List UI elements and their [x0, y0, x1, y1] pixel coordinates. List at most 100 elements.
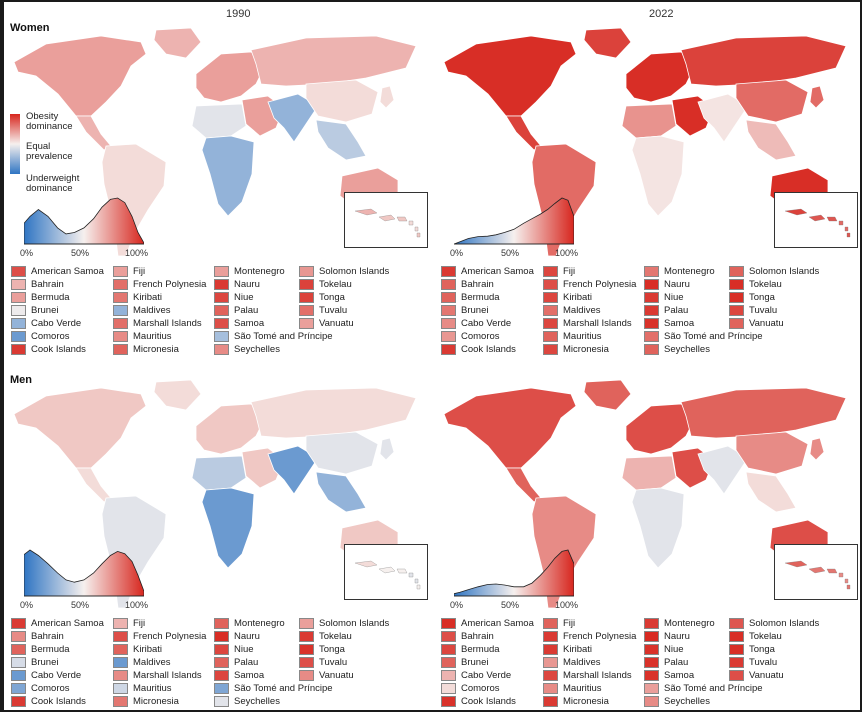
legend-item: Tuvalu — [299, 656, 389, 669]
legend-swatch — [11, 318, 26, 329]
legend-label: Bermuda — [461, 292, 500, 303]
legend-label: Fiji — [563, 266, 576, 277]
region-japan — [809, 85, 825, 109]
legend-label: Palau — [234, 305, 259, 316]
year-label-left: 1990 — [226, 8, 251, 20]
legend-label: São Tomé and Príncipe — [664, 331, 763, 342]
legend-item: Kiribati — [543, 643, 636, 656]
legend-item: Niue — [644, 643, 763, 656]
legend-swatch — [299, 618, 314, 629]
legend-item: Brunei — [441, 656, 534, 669]
density-area — [454, 197, 574, 245]
legend-label: Brunei — [461, 657, 489, 668]
legend-swatch — [11, 279, 26, 290]
legend-swatch — [543, 683, 558, 694]
region-north-america — [13, 387, 147, 469]
legend-swatch — [11, 305, 26, 316]
density-area — [454, 549, 574, 597]
legend-swatch — [543, 657, 558, 668]
inset-island — [378, 214, 396, 222]
legend-swatch — [729, 318, 744, 329]
legend-label: Marshall Islands — [133, 318, 202, 329]
caribbean-inset-women-2022 — [774, 192, 858, 248]
legend-label: Tonga — [749, 292, 775, 303]
legend-label: Samoa — [664, 318, 695, 329]
legend-label: Tuvalu — [319, 305, 348, 316]
region-south-asia — [267, 93, 319, 143]
legend-item: Cabo Verde — [11, 669, 104, 682]
legend-swatch — [113, 279, 128, 290]
legend-item: Palau — [214, 656, 333, 669]
legend-item: French Polynesia — [543, 630, 636, 643]
legend-item: American Samoa — [11, 617, 104, 630]
legend-swatch — [299, 279, 314, 290]
legend-swatch — [113, 305, 128, 316]
legend-label: São Tomé and Príncipe — [234, 683, 333, 694]
legend-swatch — [644, 331, 659, 342]
legend-item: Bahrain — [441, 630, 534, 643]
legend-swatch — [214, 618, 229, 629]
legend-label: Brunei — [31, 305, 59, 316]
legend-item: Kiribati — [113, 643, 206, 656]
legend-item: Fiji — [113, 617, 206, 630]
year-label-right: 2022 — [649, 8, 674, 20]
region-japan — [379, 437, 395, 461]
legend-item: Tokelau — [729, 630, 819, 643]
legend-item: Tonga — [299, 291, 389, 304]
legend-swatch — [729, 266, 744, 277]
legend-swatch — [214, 683, 229, 694]
legend-label: Vanuatu — [319, 318, 354, 329]
inset-island — [784, 208, 808, 216]
legend-item: French Polynesia — [543, 278, 636, 291]
legend-swatch — [11, 631, 26, 642]
inset-island — [408, 572, 414, 578]
legend-swatch — [299, 292, 314, 303]
color-scale-bottom-label: Underweight dominance — [26, 173, 80, 194]
region-greenland — [583, 27, 632, 59]
legend-label: Vanuatu — [749, 670, 784, 681]
legend-swatch — [214, 344, 229, 355]
legend-swatch — [11, 696, 26, 707]
legend-label: Micronesia — [133, 696, 179, 707]
figure: 1990 2022 Women Men Obesity dominance Equ… — [4, 2, 860, 710]
legend-label: Palau — [664, 657, 689, 668]
legend-item: Bahrain — [11, 278, 104, 291]
legend-item: Niue — [214, 291, 333, 304]
legend-item: Nauru — [644, 630, 763, 643]
inset-island — [354, 208, 378, 216]
legend-swatch — [441, 696, 456, 707]
region-sub-saharan-africa — [201, 135, 255, 217]
legend-label: Nauru — [664, 279, 690, 290]
legend-label: Solomon Islands — [319, 266, 390, 277]
inset-island — [378, 566, 396, 574]
legend-label: American Samoa — [31, 266, 104, 277]
region-north-america — [443, 387, 577, 469]
legend-swatch — [113, 292, 128, 303]
region-south-asia — [697, 445, 749, 495]
legend-label: Maldives — [563, 305, 601, 316]
legend-item: Nauru — [644, 278, 763, 291]
legend-label: Marshall Islands — [133, 670, 202, 681]
legend-item: Comoros — [11, 682, 104, 695]
region-central-america — [505, 467, 542, 503]
legend-swatch — [441, 292, 456, 303]
legend-item: Palau — [214, 304, 333, 317]
inset-island — [414, 226, 419, 232]
legend-label: Seychelles — [234, 696, 280, 707]
inset-island — [846, 232, 851, 238]
region-russia-north-asia — [250, 35, 417, 87]
legend-item: Brunei — [11, 656, 104, 669]
legend-item: Comoros — [441, 682, 534, 695]
legend-item: American Samoa — [441, 617, 534, 630]
section-title-men: Men — [10, 374, 32, 386]
legend-label: Bahrain — [31, 631, 64, 642]
legend-label: Kiribati — [563, 292, 593, 303]
legend-item: Montenegro — [644, 617, 763, 630]
legend-label: Maldives — [133, 305, 171, 316]
legend-item: Solomon Islands — [729, 265, 819, 278]
legend-label: São Tomé and Príncipe — [234, 331, 333, 342]
density-tick-label: 0% — [450, 248, 464, 258]
region-europe — [195, 403, 267, 455]
legend-item: Bermuda — [11, 291, 104, 304]
inset-island — [416, 232, 421, 238]
